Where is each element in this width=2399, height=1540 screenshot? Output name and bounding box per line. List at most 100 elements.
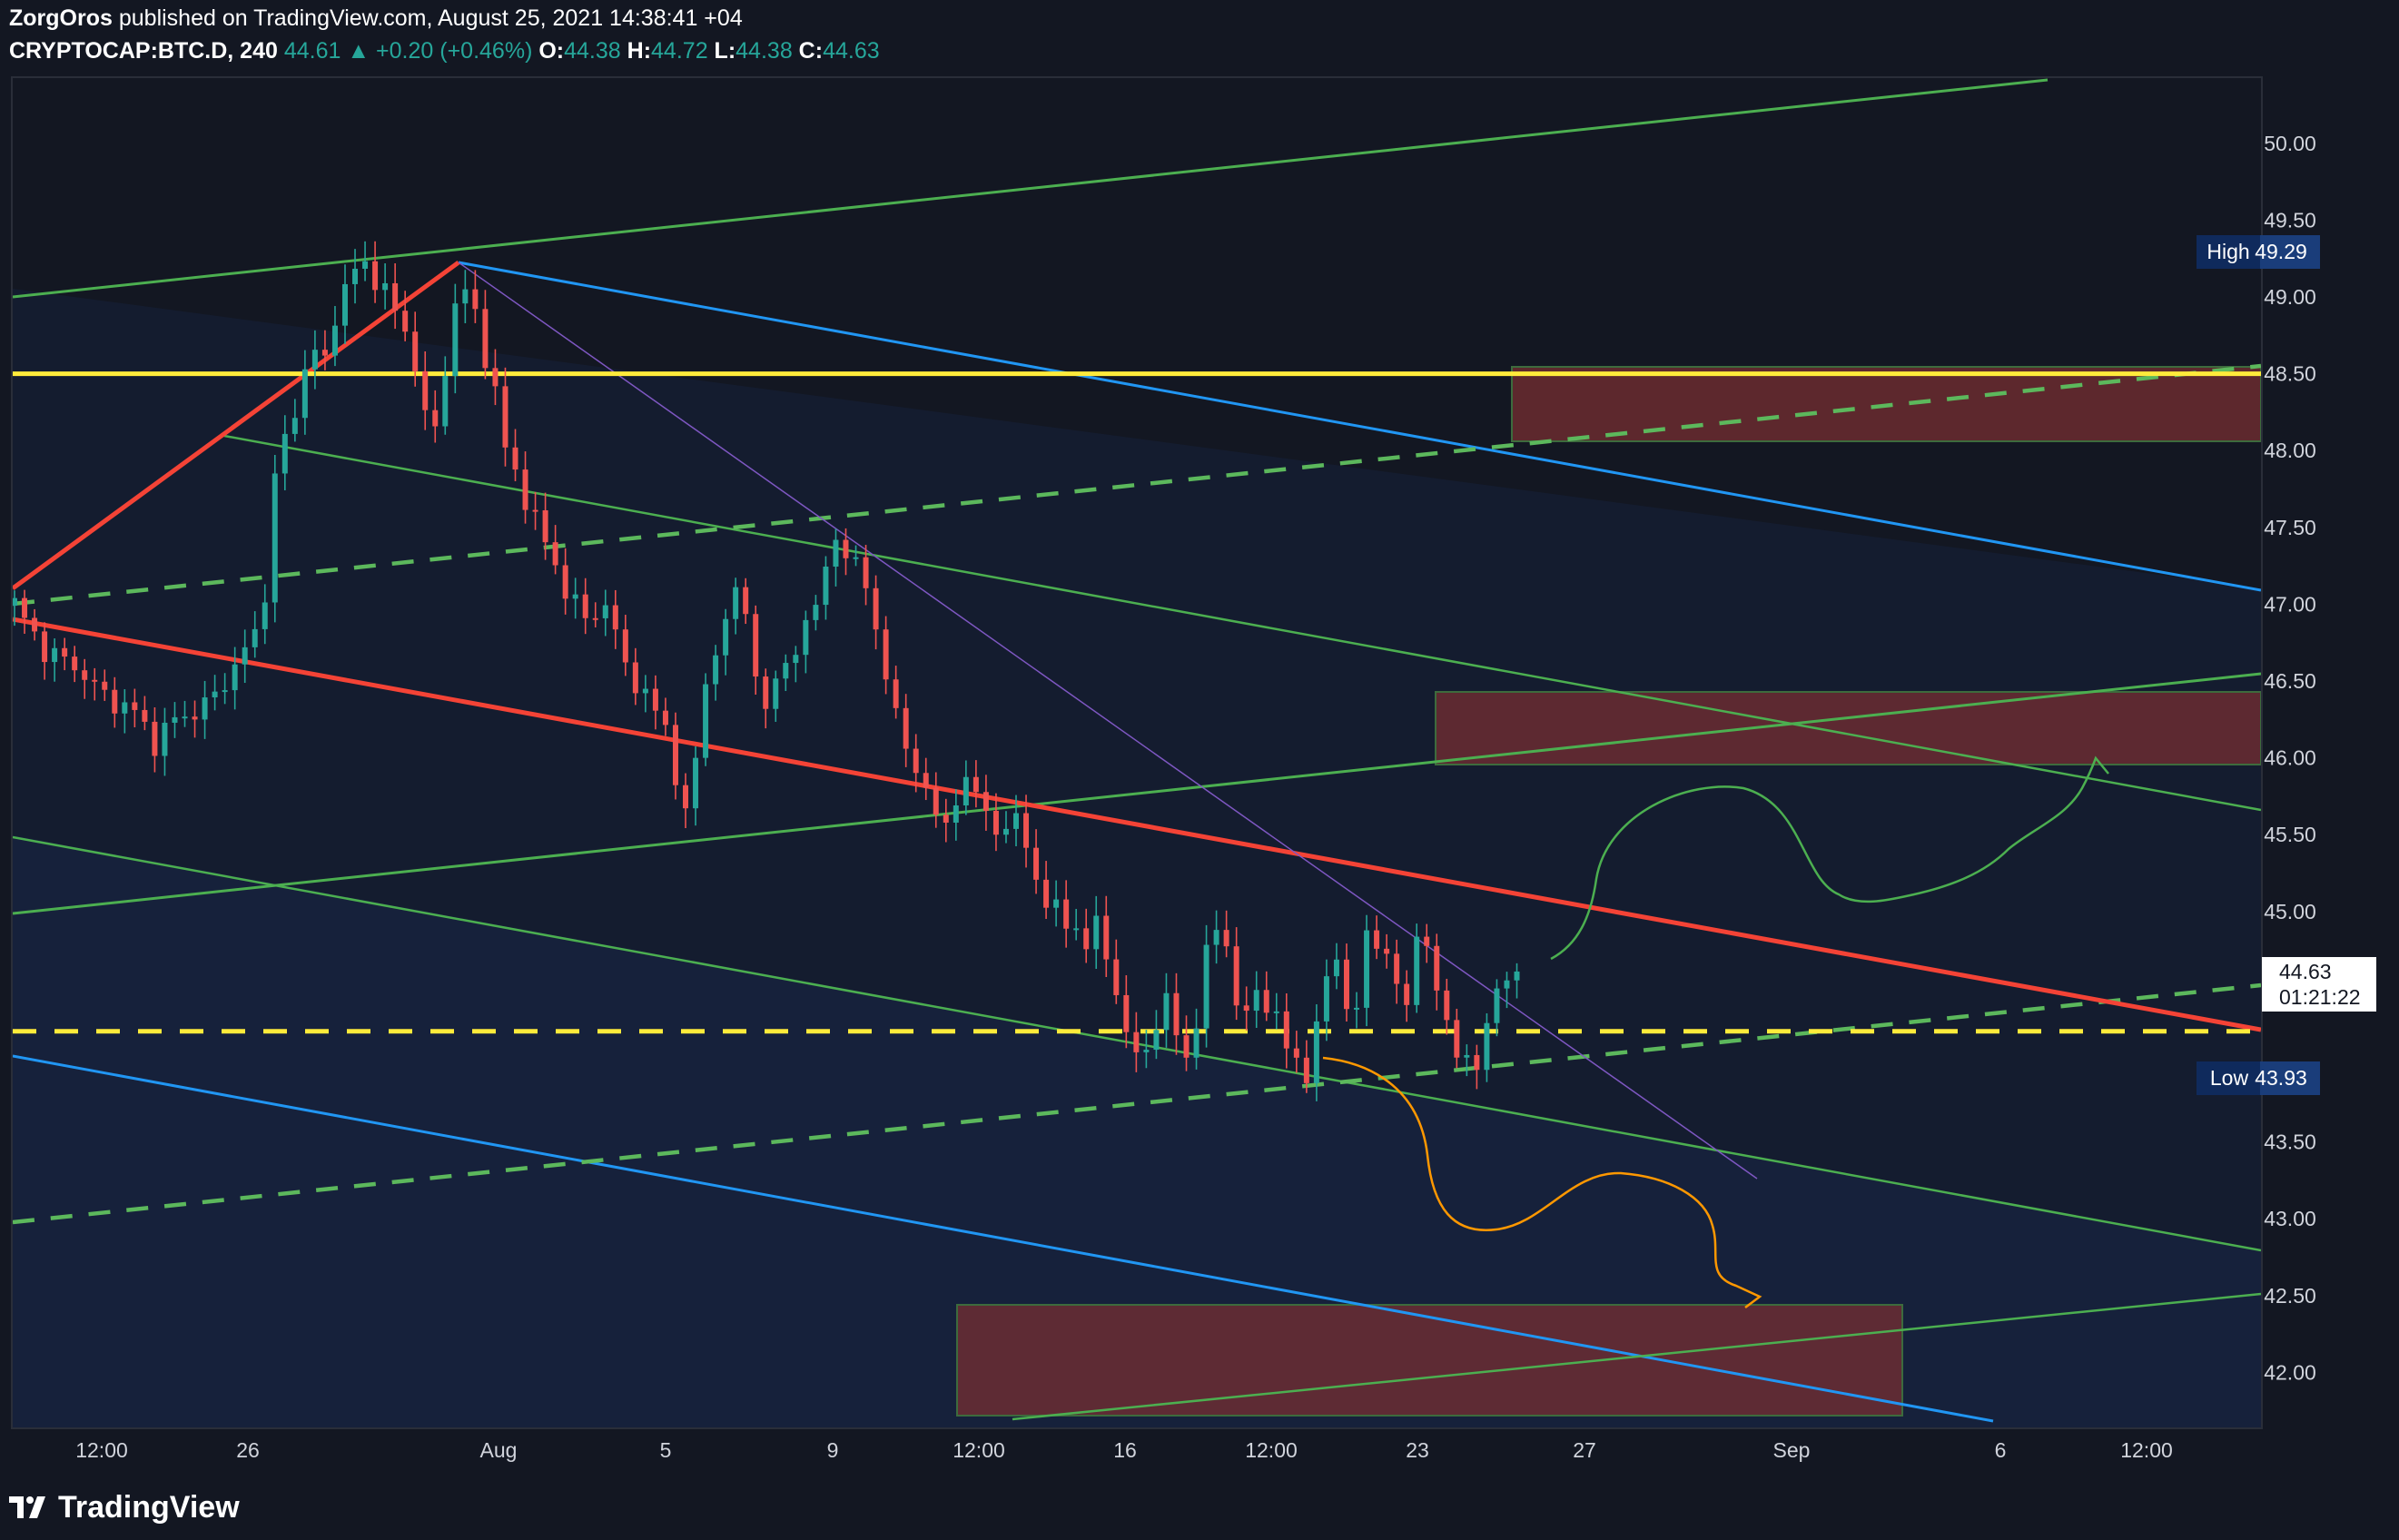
candle-body — [833, 539, 839, 568]
candle-body — [1394, 953, 1400, 984]
candle-body — [1283, 1011, 1289, 1049]
green-rising-low — [1012, 1292, 2261, 1421]
x-tick-label: 12:00 — [75, 1438, 128, 1462]
candle-body — [1193, 1028, 1200, 1058]
close-label: C: — [798, 38, 824, 64]
candle-body — [863, 557, 869, 588]
candle-body — [1354, 1007, 1360, 1010]
candle-body — [271, 473, 278, 603]
high-label: H: — [627, 38, 652, 64]
green-rising-mid — [13, 672, 2261, 915]
low-tag-value: 43.93 — [2255, 1066, 2307, 1090]
candle-body — [753, 614, 759, 677]
candle-body — [733, 587, 739, 619]
y-tick-label: 50.00 — [2264, 132, 2316, 155]
y-tick-label: 47.00 — [2264, 592, 2316, 616]
tradingview-logo-icon[interactable] — [9, 1495, 51, 1520]
candle-body — [1444, 990, 1450, 1021]
open-label: O: — [538, 38, 565, 64]
x-tick-label: 23 — [1406, 1438, 1429, 1462]
candle-body — [82, 670, 88, 680]
candle-body — [92, 679, 98, 682]
candle-body — [112, 689, 118, 714]
candle-body — [1073, 928, 1080, 931]
candle-body — [1494, 988, 1500, 1023]
candle-body — [432, 410, 439, 427]
candle-body — [522, 469, 528, 510]
y-tick-label: 42.50 — [2264, 1284, 2316, 1308]
candle-body — [13, 597, 17, 607]
candle-body — [1374, 930, 1380, 949]
candle-body — [502, 386, 508, 448]
candle-body — [1474, 1054, 1480, 1071]
y-tick-label: 45.50 — [2264, 823, 2316, 846]
candle-body — [1183, 1035, 1190, 1058]
last-price-label: 44.63 01:21:22 — [2262, 957, 2376, 1012]
red-trend-main — [13, 617, 2261, 1032]
candle-body — [622, 629, 628, 663]
candle-body — [1143, 1050, 1150, 1052]
y-tick-label: 46.50 — [2264, 669, 2316, 693]
y-tick-label: 47.50 — [2264, 516, 2316, 539]
candle-body — [582, 594, 588, 618]
candle-body — [843, 539, 849, 558]
candle-body — [1313, 1021, 1319, 1083]
candle-body — [1013, 813, 1019, 829]
candle-body — [52, 647, 58, 663]
candle-body — [1093, 915, 1100, 950]
candle-body — [122, 702, 128, 714]
candle-body — [963, 776, 969, 805]
candle-body — [42, 631, 48, 663]
x-tick-label: 26 — [236, 1438, 260, 1462]
candle-body — [331, 325, 338, 356]
candle-body — [492, 368, 499, 387]
candle-body — [793, 655, 799, 664]
candle-body — [1303, 1057, 1309, 1083]
candle-body — [32, 617, 38, 632]
tradingview-brand[interactable]: TradingView — [58, 1489, 240, 1525]
candle-body — [242, 647, 248, 665]
x-tick-label: 12:00 — [953, 1438, 1005, 1462]
red-trend-rise — [13, 260, 460, 591]
candle-body — [982, 792, 989, 811]
footer: TradingView — [9, 1489, 240, 1525]
high-tag: High — [2206, 240, 2249, 263]
candle-body — [1364, 930, 1370, 1008]
candle-body — [713, 655, 719, 685]
green-dashed-lower — [13, 982, 2261, 1225]
candle-body — [22, 597, 28, 618]
candle-body — [662, 710, 668, 726]
author-name[interactable]: ZorgOros — [9, 5, 113, 31]
y-tick-label: 49.50 — [2264, 208, 2316, 232]
candle-body — [72, 656, 78, 671]
candle-body — [723, 618, 729, 656]
candle-body — [1002, 828, 1009, 835]
zone-2 — [1435, 691, 2261, 765]
price-axis[interactable]: 50.00 49.50 49.00 48.50 48.00 47.50 47.00 46.50… — [2264, 132, 2316, 1385]
time-axis[interactable]: 12:00 26 Aug 5 9 12:00 16 12:00 23 27 Sep 6 12:00 — [75, 1438, 2173, 1462]
purple-diagonal — [458, 262, 1758, 1180]
close-value: 44.63 — [823, 38, 880, 64]
candle-body — [472, 289, 479, 310]
candle-body — [813, 605, 819, 620]
y-tick-label: 42.00 — [2264, 1360, 2316, 1384]
candle-body — [1043, 879, 1050, 908]
candle-body — [102, 681, 108, 690]
candle-body — [1514, 971, 1520, 981]
high-value: 44.72 — [651, 38, 708, 64]
candle-body — [311, 350, 318, 370]
candle-body — [1384, 948, 1390, 954]
candle-body — [703, 684, 709, 758]
candles — [13, 241, 1520, 1101]
candle-body — [602, 605, 608, 618]
supply-demand-zones — [956, 366, 2261, 1417]
bullish-projection-path — [1550, 755, 2109, 961]
candle-body — [1113, 959, 1120, 995]
x-tick-label: 16 — [1113, 1438, 1137, 1462]
last-price: 44.61 — [283, 38, 341, 64]
candle-body — [452, 303, 459, 377]
candle-body — [1504, 980, 1510, 989]
candle-body — [1223, 930, 1229, 947]
candle-body — [933, 787, 939, 815]
